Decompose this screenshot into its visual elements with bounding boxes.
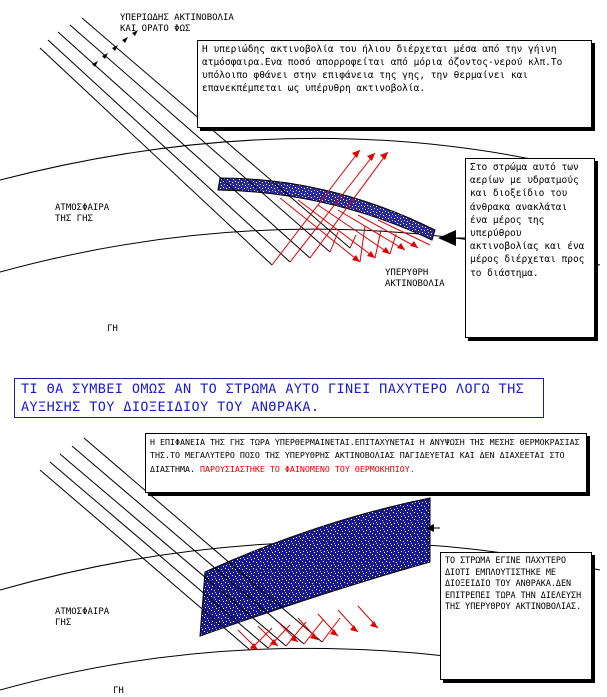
earth-label-bottom: ΓΗ (113, 686, 124, 696)
question-box: ΤΙ ΘΑ ΣΥΜΒΕΙ ΟΜΩΣ ΑΝ ΤΟ ΣΤΡΩΜΑ ΑΥΤΟ ΓΙΝΕ… (14, 378, 544, 418)
atmosphere-label-top: ΑΤΜΟΣΦΑΙΡΑ ΤΗΣ ΓΗΣ (55, 203, 110, 224)
earth-label-top: ΓΗ (107, 324, 118, 334)
solar-ray-arrowheads-top (92, 30, 138, 67)
infrared-label-top: ΥΠΕΡΥΘΡΗ ΑΚΤΙΝΟΒΟΛΙΑ (385, 268, 445, 289)
rays-label: ΥΠΕΡΙΩΔΗΣ ΑΚΤΙΝΟΒΟΛΙΑ ΚΑΙ ΟΡΑΤΟ ΦΩΣ (120, 13, 234, 34)
info-box-bottom: Η ΕΠΙΦΑΝΕΙΑ ΤΗΣ ΓΗΣ ΤΩΡΑ ΥΠΕΡΘΕΡΜΑΙΝΕΤΑΙ… (145, 433, 587, 493)
solar-rays-bottom (39, 437, 323, 651)
greenhouse-effect-text: ΠΑΡΟΥΣΙΑΣΤΗΚΕ ΤΟ ΦΑΙΝΟΜΕΝΟ ΤΟΥ ΘΕΡΜΟΚΗΠΙ… (199, 463, 415, 474)
infrared-arrowheads-top (352, 150, 418, 262)
info-box-top: Η υπεριώδης ακτινοβολία του ήλιου διέρχε… (197, 40, 592, 128)
pointer-arrow-bottom (426, 524, 434, 532)
infrared-arrowheads-bottom (250, 621, 378, 650)
atmosphere-arc-top (0, 137, 561, 181)
atmosphere-label-bottom: ΑΤΜΟΣΦΑΙΡΑ ΓΗΣ (55, 607, 110, 628)
solar-rays-top (39, 17, 351, 266)
infrared-rays-top (271, 149, 431, 266)
layer-box-bottom: ΤΟ ΣΤΡΩΜΑ ΕΓΙΝΕ ΠΑΧΥΤΕΡΟ ΔΙΟΤΙ ΕΜΠΛΟΥΤΙΣ… (440, 552, 592, 680)
co2-layer-top (217, 177, 436, 241)
layer-box-top: Στο στρώμα αυτό των αερίων με υδρατμούς … (465, 158, 595, 338)
info-box-bottom-text: Η ΕΠΙΦΑΝΕΙΑ ΤΗΣ ΓΗΣ ΤΩΡΑ ΥΠΕΡΘΕΡΜΑΙΝΕΤΑΙ… (150, 437, 580, 474)
pointer-arrow-top (438, 230, 456, 246)
co2-layer-bottom (199, 497, 431, 637)
